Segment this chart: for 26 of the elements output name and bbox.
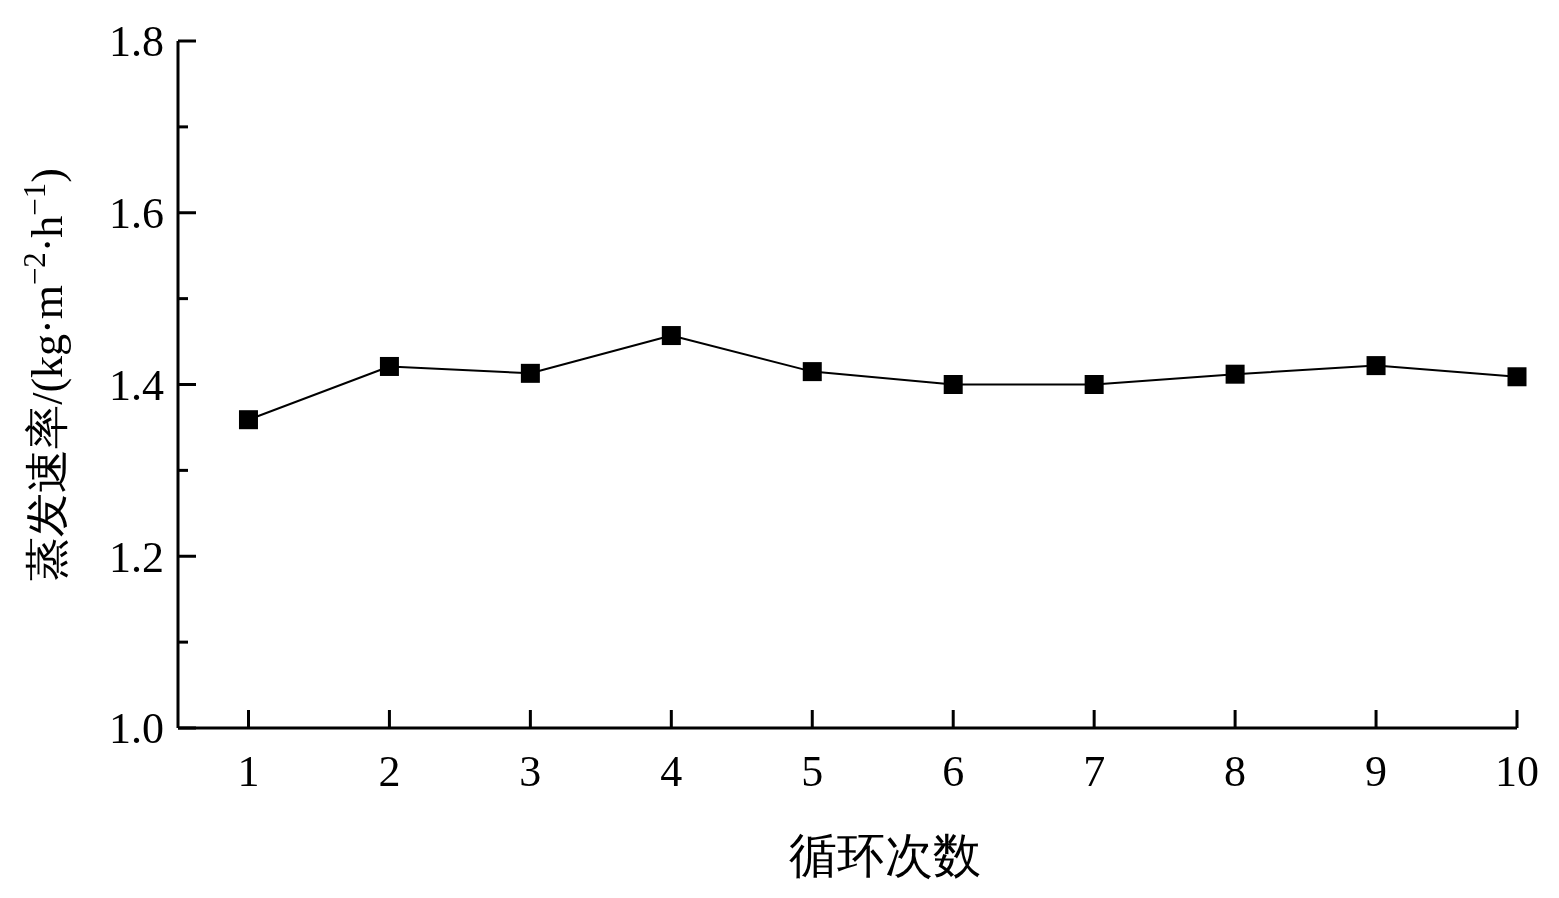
point	[238, 410, 258, 430]
point	[661, 326, 681, 346]
x-tick-label: 1	[237, 747, 260, 796]
point	[943, 375, 963, 394]
x-tick-label: 4	[660, 747, 683, 796]
x-tick-label: 5	[801, 747, 824, 796]
y-tick-label: 1.4	[109, 360, 164, 410]
x-tick-label: 2	[378, 747, 401, 796]
y-tick-label: 1.6	[109, 189, 164, 239]
y-tick-label: 1.8	[109, 17, 164, 67]
x-tick-label: 8	[1224, 747, 1247, 796]
x-tick-label: 7	[1083, 747, 1106, 796]
point	[1366, 356, 1386, 376]
point	[520, 363, 540, 383]
y-tick-label: 1.0	[109, 704, 164, 754]
y-tick-label: 1.2	[109, 532, 164, 582]
x-tick-label: 6	[942, 747, 965, 796]
x-tick-label: 10	[1495, 747, 1539, 796]
point	[1507, 367, 1527, 387]
x-axis-title: 循环次数	[788, 829, 981, 882]
x-tick-label: 9	[1365, 747, 1388, 796]
point	[1225, 364, 1245, 384]
point	[802, 362, 822, 382]
point	[1084, 375, 1104, 394]
point	[379, 356, 399, 376]
x-tick-label: 3	[519, 747, 542, 796]
